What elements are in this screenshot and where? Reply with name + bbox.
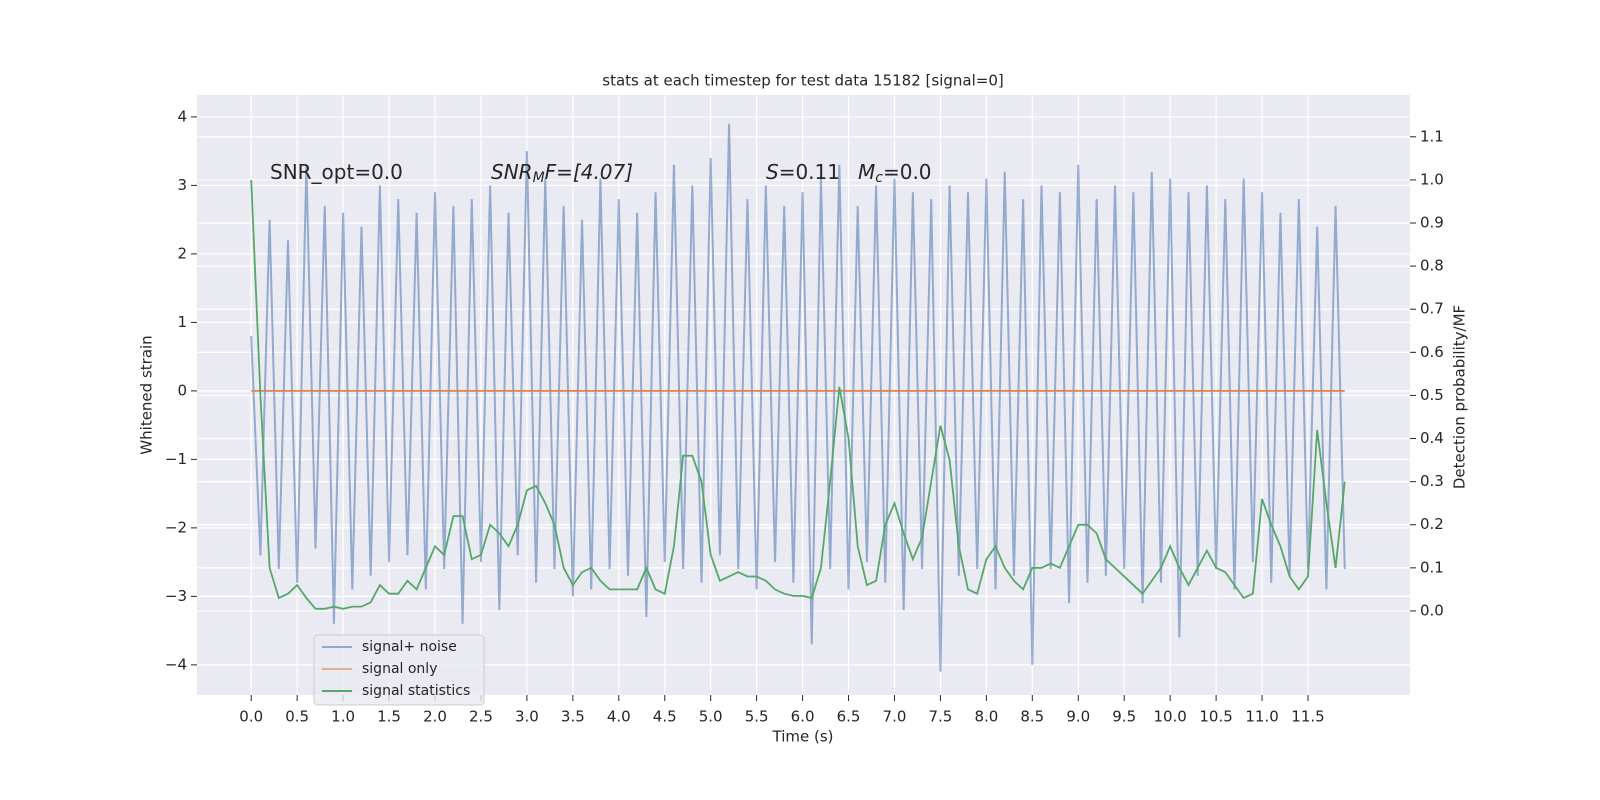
x-tick-label: 4.5 <box>653 708 677 726</box>
legend-label: signal only <box>362 661 437 677</box>
annotation: S=0.11 <box>766 160 840 184</box>
x-tick-label: 8.0 <box>974 708 998 726</box>
x-tick-label: 9.5 <box>1112 708 1136 726</box>
annotation-part: c <box>875 170 883 186</box>
annotation-part: =0.0 <box>883 160 932 184</box>
y2-tick-label: 0.3 <box>1420 472 1444 490</box>
x-tick-label: 2.5 <box>469 708 493 726</box>
x-tick-label: 3.0 <box>515 708 539 726</box>
y-tick-label: 3 <box>177 176 187 194</box>
y2-tick-label: 0.8 <box>1420 257 1444 275</box>
y-tick-label: −3 <box>165 587 187 605</box>
x-tick-label: 7.0 <box>883 708 907 726</box>
annotation-part: F=[4.07] <box>545 160 633 184</box>
series-line <box>250 123 1346 672</box>
x-tick-label: 10.5 <box>1199 708 1232 726</box>
x-tick-label: 1.5 <box>377 708 401 726</box>
y-tick-label: 2 <box>177 244 187 262</box>
y-tick-label: −2 <box>165 518 187 536</box>
x-tick-label: 9.0 <box>1066 708 1090 726</box>
x-axis-label: Time (s) <box>772 728 834 746</box>
x-tick-label: 11.0 <box>1245 708 1278 726</box>
x-tick-label: 0.0 <box>239 708 263 726</box>
x-tick-label: 6.5 <box>837 708 861 726</box>
y2-tick-label: 0.5 <box>1420 386 1444 404</box>
y-tick-label: −1 <box>165 450 187 468</box>
y2-tick-label: 0.2 <box>1420 515 1444 533</box>
x-tick-label: 6.0 <box>791 708 815 726</box>
chart-title: stats at each timestep for test data 151… <box>602 72 1003 90</box>
annotation-part: SNR <box>491 160 533 184</box>
y2-tick-label: 1.1 <box>1420 127 1444 145</box>
x-tick-label: 3.5 <box>561 708 585 726</box>
y-tick-label: 4 <box>177 107 187 125</box>
annotation-part: M <box>858 160 875 184</box>
y-tick-label: 1 <box>177 313 187 331</box>
x-tick-label: 5.5 <box>745 708 769 726</box>
annotation: Mc=0.0 <box>858 160 932 187</box>
y2-tick-label: 0.7 <box>1420 300 1444 318</box>
legend-box <box>313 634 485 706</box>
x-tick-label: 8.5 <box>1020 708 1044 726</box>
annotation: SNR_opt=0.0 <box>270 160 403 184</box>
y2-tick-label: 0.1 <box>1420 558 1444 576</box>
x-tick-label: 10.0 <box>1153 708 1186 726</box>
x-tick-label: 4.0 <box>607 708 631 726</box>
y2-tick-label: 0.9 <box>1420 214 1444 232</box>
x-tick-label: 7.5 <box>928 708 952 726</box>
legend-label: signal statistics <box>362 683 470 699</box>
y2-tick-label: 0.4 <box>1420 429 1444 447</box>
x-tick-label: 5.0 <box>699 708 723 726</box>
y2-tick-label: 0.6 <box>1420 343 1444 361</box>
annotation: SNRMF=[4.07] <box>491 160 633 187</box>
annotation-part: SNR_opt=0.0 <box>270 160 403 184</box>
annotation-part: =0.11 <box>779 160 840 184</box>
x-tick-label: 0.5 <box>285 708 309 726</box>
x-tick-label: 2.0 <box>423 708 447 726</box>
y-tick-label: −4 <box>165 655 187 673</box>
legend-label: signal+ noise <box>362 639 457 655</box>
y2-tick-label: 0.0 <box>1420 601 1444 619</box>
y2-axis-label: Detection probability/MF <box>1451 305 1469 489</box>
y2-tick-label: 1.0 <box>1420 170 1444 188</box>
x-tick-label: 11.5 <box>1291 708 1324 726</box>
series-line <box>250 179 1346 610</box>
annotation-part: M <box>533 170 545 186</box>
y-tick-label: 0 <box>177 381 187 399</box>
x-tick-label: 1.0 <box>331 708 355 726</box>
annotation-part: S <box>766 160 779 184</box>
y-axis-label: Whitened strain <box>138 335 156 454</box>
